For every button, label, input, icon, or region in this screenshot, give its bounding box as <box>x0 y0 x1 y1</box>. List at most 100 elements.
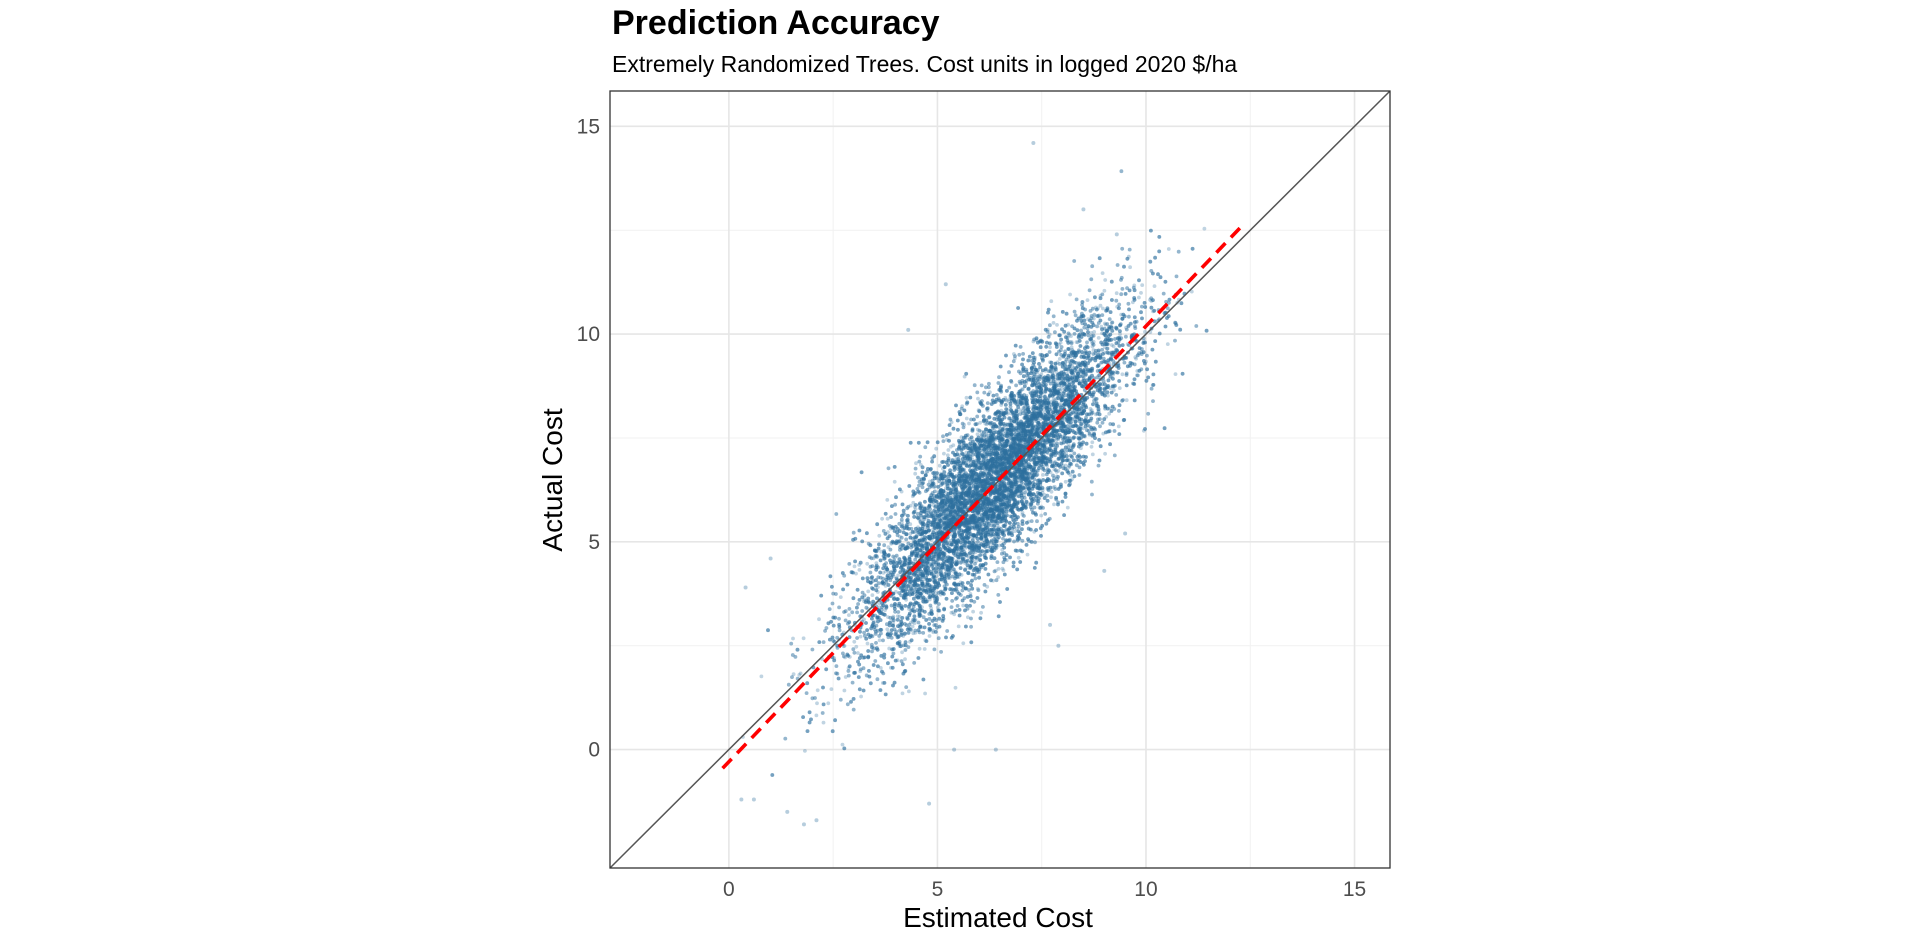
data-point <box>945 517 949 522</box>
data-point <box>1059 386 1064 391</box>
data-point <box>994 457 998 461</box>
data-point <box>983 421 988 426</box>
data-point <box>803 749 807 753</box>
data-point <box>979 515 983 520</box>
data-point <box>1056 469 1061 473</box>
data-point <box>1005 411 1010 416</box>
data-point <box>982 540 987 545</box>
data-point <box>1014 435 1018 440</box>
data-point <box>1015 506 1020 511</box>
data-point <box>1011 483 1015 488</box>
data-point <box>864 673 869 678</box>
data-point <box>993 514 997 519</box>
data-point <box>980 472 985 477</box>
data-point <box>971 472 975 477</box>
data-point <box>1010 472 1015 477</box>
data-point <box>1107 411 1112 416</box>
data-point <box>1078 366 1083 371</box>
data-point <box>979 610 983 615</box>
data-point <box>899 618 903 623</box>
data-point <box>1052 502 1056 507</box>
data-point <box>1027 454 1031 459</box>
data-point <box>829 687 834 691</box>
data-point <box>975 520 980 525</box>
data-point <box>1025 552 1030 557</box>
data-point <box>947 513 951 518</box>
data-point <box>995 495 999 500</box>
data-point <box>1045 327 1050 332</box>
data-point <box>1018 469 1023 473</box>
data-point <box>1031 428 1036 432</box>
data-point <box>1094 412 1098 417</box>
data-point <box>919 591 924 596</box>
data-point <box>964 416 969 421</box>
scatter-points <box>739 140 1209 827</box>
data-point <box>900 650 904 655</box>
data-point <box>973 514 977 519</box>
data-point <box>1018 479 1023 483</box>
data-point <box>935 513 940 518</box>
data-point <box>981 419 986 424</box>
data-point <box>1088 392 1093 397</box>
data-point <box>859 694 863 699</box>
data-point <box>1009 430 1013 435</box>
data-point <box>939 589 944 594</box>
data-point <box>1054 470 1059 474</box>
data-point <box>976 408 981 413</box>
data-point <box>913 630 918 635</box>
data-point <box>1012 482 1017 487</box>
data-point <box>919 521 924 526</box>
data-point <box>1025 500 1029 505</box>
data-point <box>939 509 943 513</box>
data-point <box>1002 530 1006 534</box>
data-point <box>984 507 989 511</box>
data-point <box>1037 409 1041 414</box>
data-point <box>900 691 905 696</box>
data-point <box>1141 339 1146 344</box>
data-point <box>1019 466 1024 471</box>
data-point <box>982 484 987 488</box>
data-point <box>877 605 882 610</box>
data-point <box>1068 473 1073 477</box>
data-point <box>966 446 970 451</box>
data-point <box>998 455 1002 460</box>
data-point <box>1020 387 1024 392</box>
data-point <box>932 572 936 577</box>
data-point <box>984 479 989 484</box>
data-point <box>1014 399 1019 403</box>
data-point <box>970 457 974 461</box>
data-point <box>1019 438 1024 443</box>
data-point <box>1006 436 1011 441</box>
data-point <box>1043 386 1048 391</box>
data-point <box>1013 410 1018 415</box>
data-point <box>1066 465 1071 470</box>
data-point <box>937 554 942 559</box>
data-point <box>1021 447 1026 452</box>
data-point <box>942 499 947 504</box>
data-point <box>1108 375 1112 380</box>
data-point <box>943 581 948 585</box>
data-point <box>1005 475 1009 480</box>
data-point <box>1013 529 1017 533</box>
data-point <box>998 471 1003 476</box>
data-point <box>983 550 987 554</box>
data-point <box>901 526 906 531</box>
data-point <box>1017 420 1021 425</box>
data-point <box>999 403 1004 407</box>
data-point <box>1020 510 1025 515</box>
data-point <box>980 513 984 518</box>
data-point <box>1008 423 1013 428</box>
data-point <box>941 542 946 547</box>
data-point <box>1046 432 1051 436</box>
data-point <box>1012 498 1017 503</box>
data-point <box>954 487 959 491</box>
data-point <box>815 688 820 693</box>
data-point <box>1016 555 1021 560</box>
data-point <box>1063 479 1068 484</box>
data-point <box>1055 360 1060 365</box>
data-point <box>957 460 961 465</box>
data-point <box>990 481 994 486</box>
data-point <box>889 540 894 545</box>
data-point <box>1044 457 1049 462</box>
data-point <box>1103 321 1107 326</box>
